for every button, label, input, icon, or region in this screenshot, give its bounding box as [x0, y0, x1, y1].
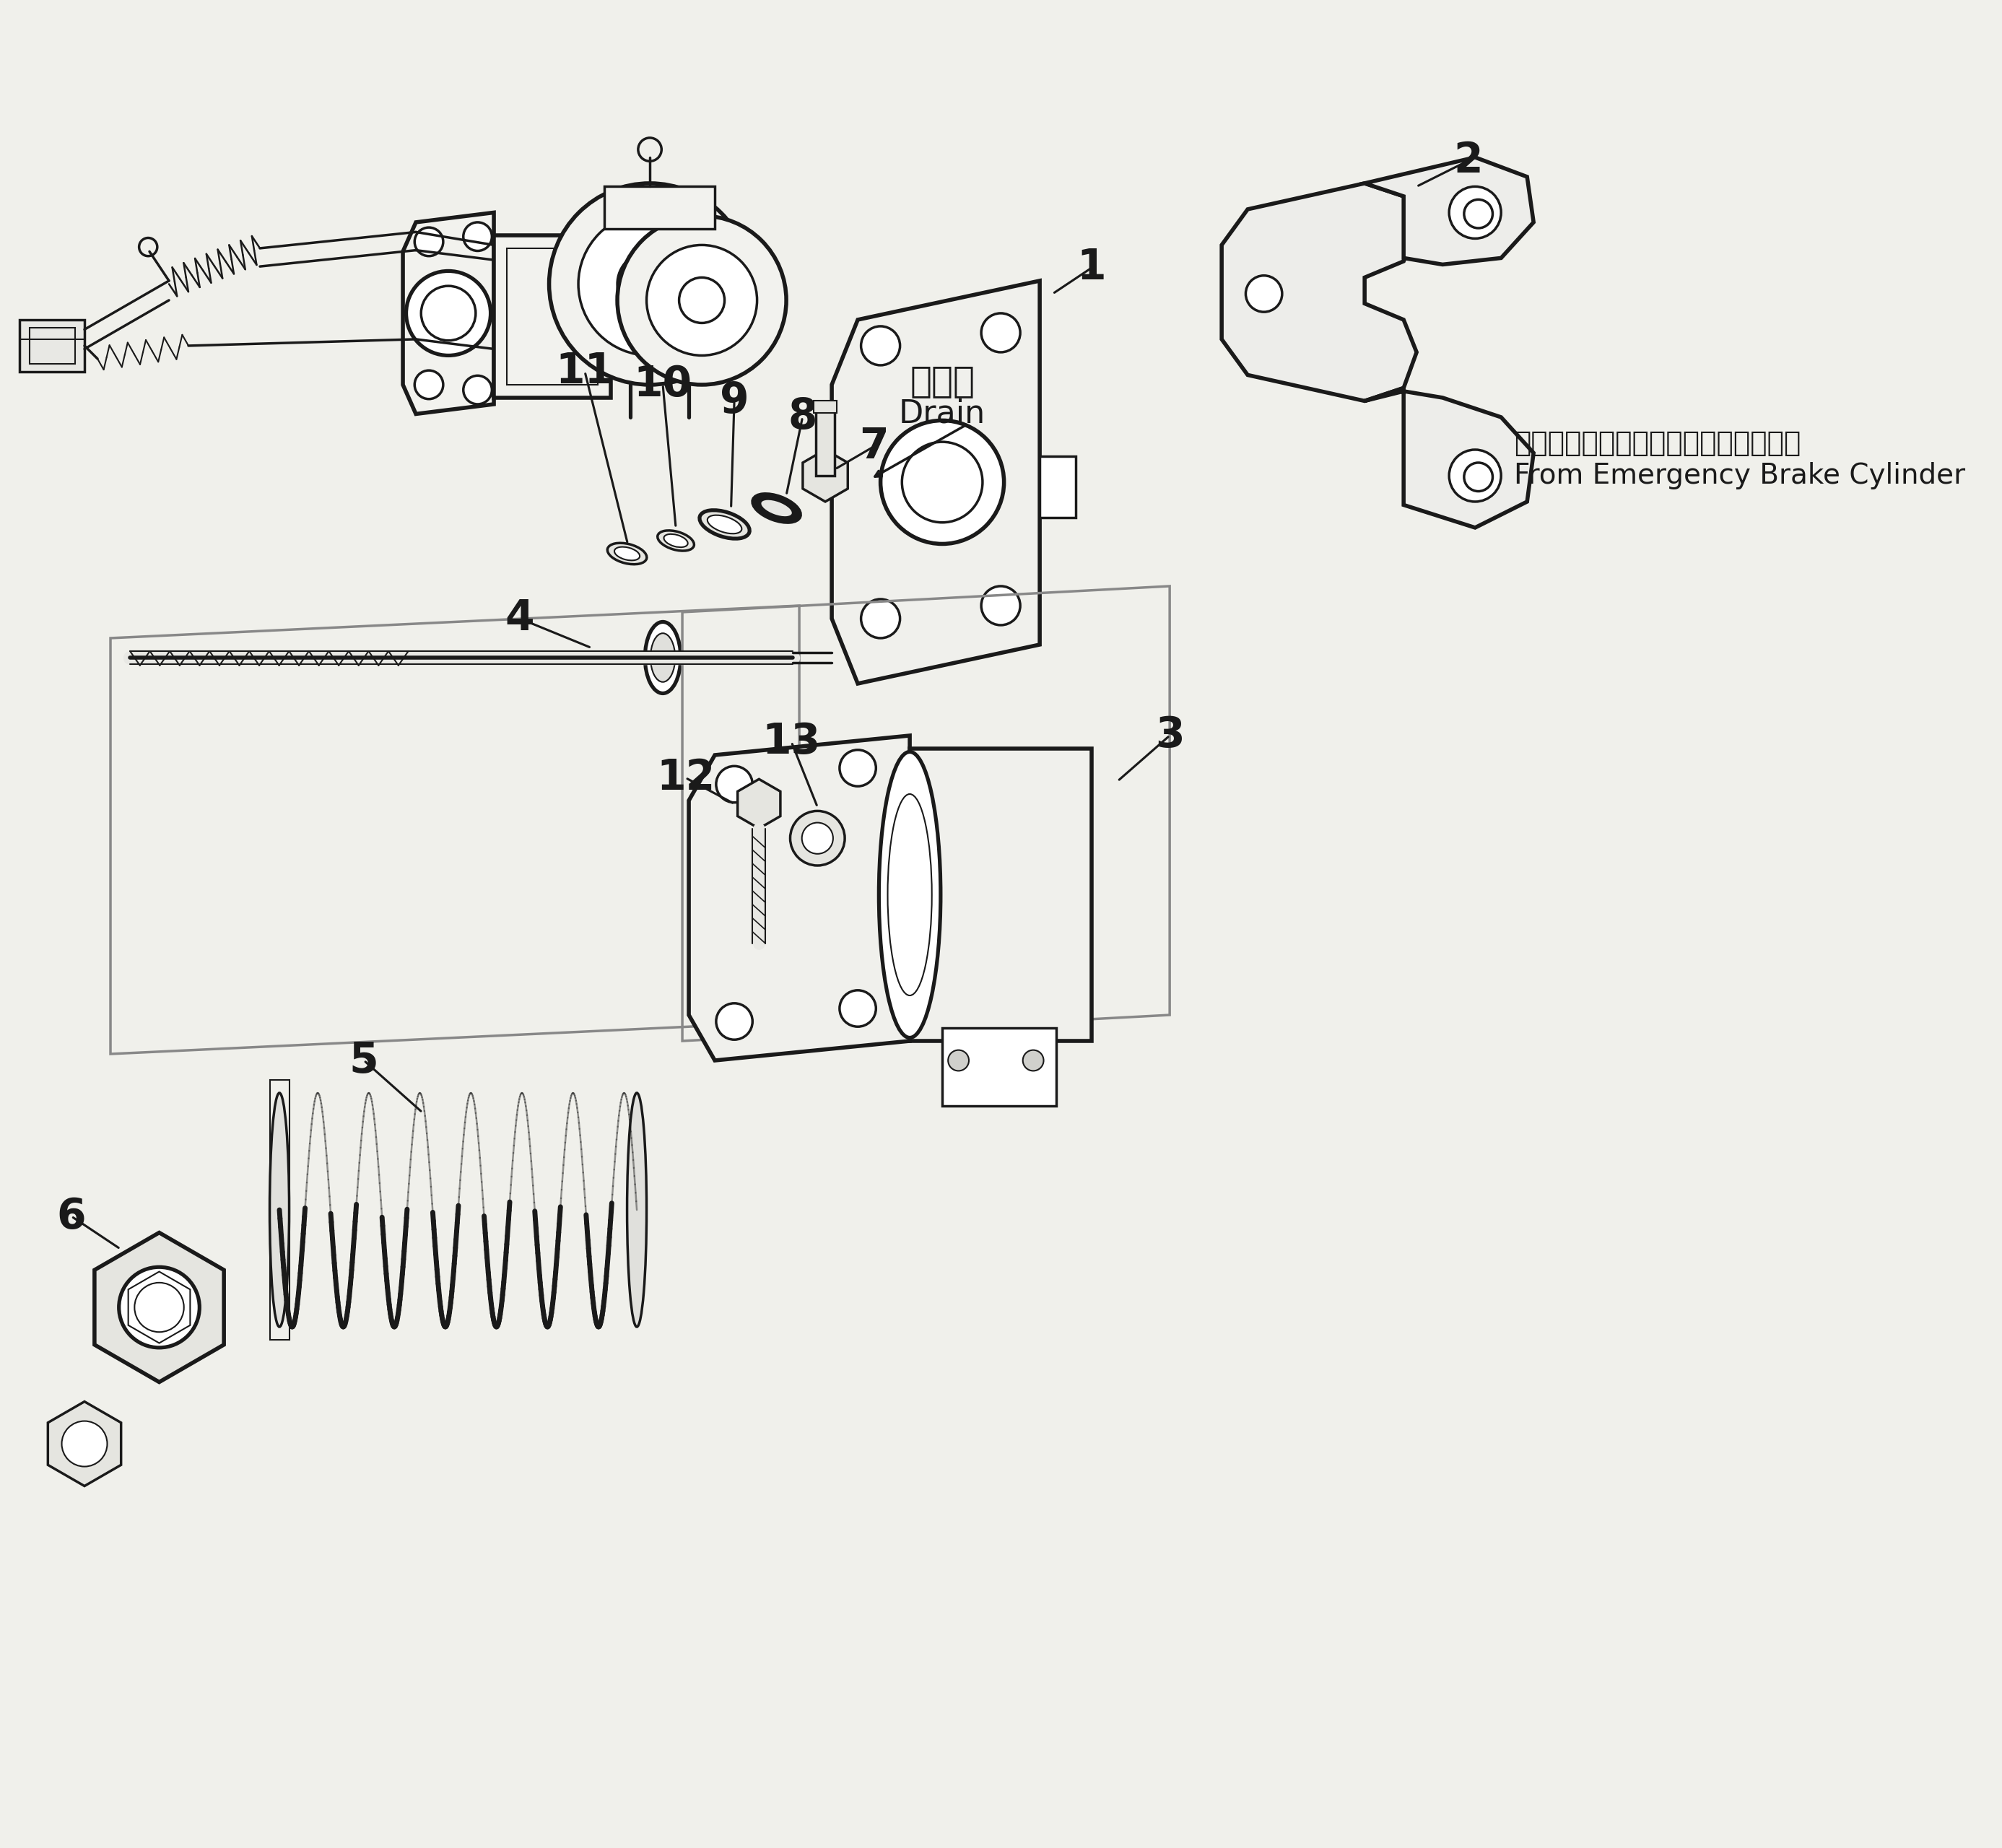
Circle shape	[549, 183, 751, 384]
Polygon shape	[831, 281, 1039, 684]
Bar	[943, 1027, 1055, 1105]
Text: 11: 11	[555, 351, 615, 392]
Circle shape	[1449, 187, 1502, 238]
Text: 10: 10	[633, 364, 693, 405]
Ellipse shape	[627, 1092, 647, 1327]
Circle shape	[1245, 275, 1281, 312]
Ellipse shape	[657, 530, 695, 551]
Bar	[1039, 456, 1075, 517]
Circle shape	[839, 750, 877, 785]
Circle shape	[839, 991, 877, 1027]
Circle shape	[981, 314, 1021, 353]
Circle shape	[949, 1050, 969, 1070]
Polygon shape	[1365, 388, 1534, 529]
Text: 1: 1	[1077, 248, 1107, 288]
Text: 2: 2	[1453, 140, 1483, 181]
Bar	[494, 235, 611, 397]
Bar	[507, 248, 599, 384]
Circle shape	[1023, 1050, 1043, 1070]
Circle shape	[791, 811, 845, 865]
Circle shape	[414, 370, 442, 399]
Bar	[20, 320, 84, 371]
Circle shape	[861, 599, 901, 638]
Circle shape	[62, 1421, 108, 1467]
Text: From Emergency Brake Cylinder: From Emergency Brake Cylinder	[1514, 462, 1966, 490]
Text: 3: 3	[1155, 715, 1185, 756]
Ellipse shape	[761, 499, 793, 517]
Polygon shape	[909, 748, 1091, 1040]
Circle shape	[579, 213, 721, 355]
Text: 12: 12	[657, 758, 715, 798]
Text: 7: 7	[859, 425, 889, 468]
Circle shape	[617, 216, 787, 384]
Ellipse shape	[753, 495, 799, 521]
Bar	[605, 187, 715, 229]
Ellipse shape	[615, 547, 641, 560]
Polygon shape	[1365, 157, 1534, 264]
Circle shape	[717, 767, 753, 802]
Circle shape	[717, 1003, 753, 1040]
Ellipse shape	[707, 516, 741, 534]
Circle shape	[803, 822, 833, 854]
Circle shape	[462, 375, 492, 405]
Circle shape	[118, 1268, 200, 1347]
Text: 6: 6	[56, 1196, 86, 1236]
Polygon shape	[402, 213, 494, 414]
Text: 5: 5	[348, 1040, 378, 1081]
Circle shape	[462, 222, 492, 251]
Circle shape	[861, 327, 901, 366]
Bar	[30, 327, 74, 364]
Ellipse shape	[607, 543, 647, 564]
Text: 8: 8	[789, 397, 817, 438]
Text: 13: 13	[763, 721, 821, 763]
Ellipse shape	[879, 752, 941, 1039]
Text: エマージェンシブレーキシリンダから: エマージェンシブレーキシリンダから	[1514, 429, 1802, 456]
Text: Drain: Drain	[899, 399, 985, 429]
Polygon shape	[1221, 183, 1417, 401]
Polygon shape	[803, 449, 847, 501]
Ellipse shape	[651, 634, 675, 682]
Ellipse shape	[665, 534, 689, 547]
Circle shape	[414, 227, 442, 257]
Ellipse shape	[270, 1092, 288, 1327]
Text: ドレン: ドレン	[909, 364, 975, 399]
Ellipse shape	[699, 510, 749, 538]
Polygon shape	[737, 780, 781, 828]
Circle shape	[981, 586, 1021, 625]
Circle shape	[406, 272, 490, 355]
Circle shape	[881, 421, 1003, 543]
Bar	[270, 1079, 288, 1340]
Text: 9: 9	[719, 381, 749, 421]
Bar	[813, 401, 837, 412]
Bar	[817, 410, 835, 475]
Text: 4: 4	[505, 599, 535, 639]
Ellipse shape	[645, 623, 681, 693]
Circle shape	[1449, 449, 1502, 501]
Circle shape	[647, 246, 757, 355]
Polygon shape	[689, 736, 909, 1061]
Polygon shape	[94, 1233, 224, 1382]
Circle shape	[617, 251, 683, 316]
Polygon shape	[48, 1401, 120, 1486]
